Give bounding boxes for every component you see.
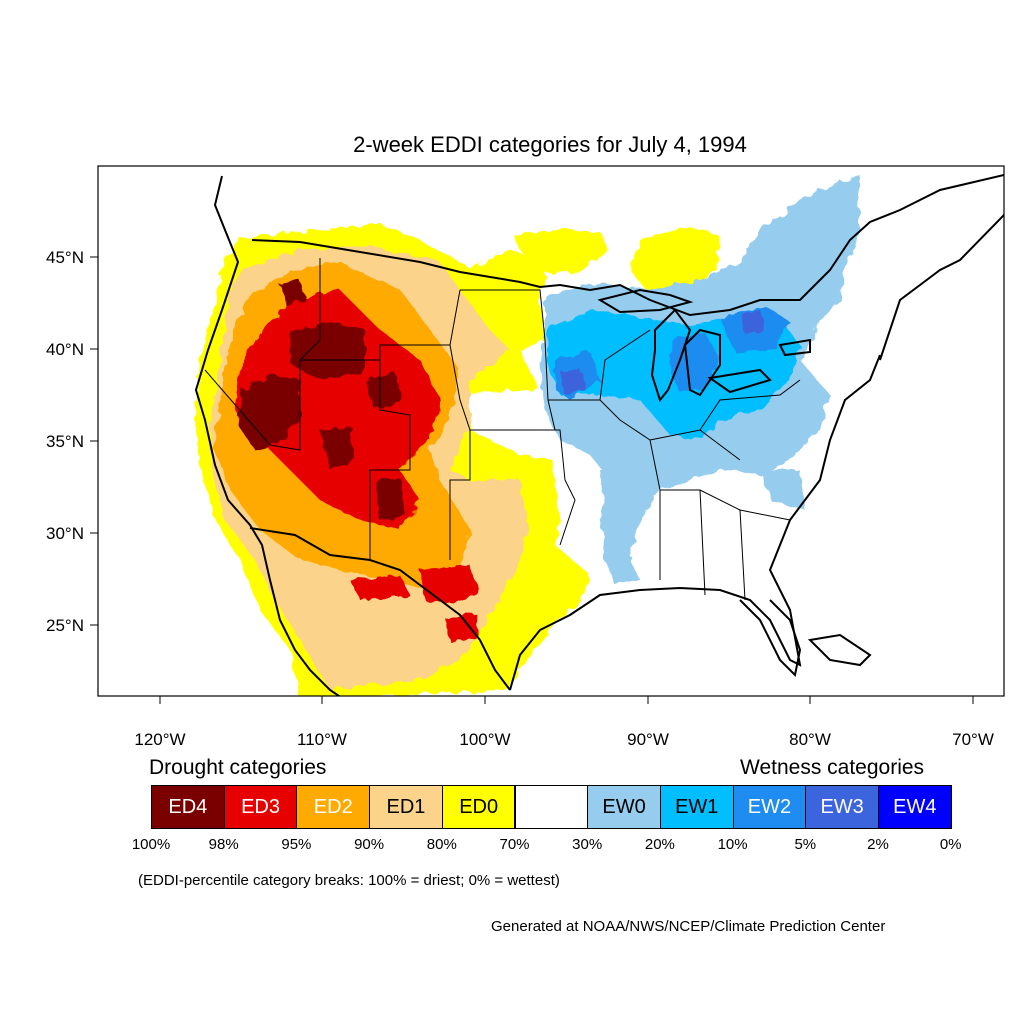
ed4-region-colorado <box>365 372 402 410</box>
lon-labels: 120°W 110°W 100°W 90°W 80°W 70°W <box>134 730 993 749</box>
legend-box-neutral <box>514 785 589 829</box>
lat-label: 30°N <box>46 524 84 543</box>
lat-label: 40°N <box>46 340 84 359</box>
lon-label: 100°W <box>459 730 510 749</box>
legend-break-label: 95% <box>281 836 312 853</box>
legend-break-label: 90% <box>354 836 385 853</box>
ed4-region-idaho <box>290 322 365 380</box>
lon-label: 120°W <box>134 730 185 749</box>
category-note: (EDDI-percentile category breaks: 100% =… <box>138 872 560 889</box>
legend-box-ed2: ED2 <box>296 785 371 829</box>
map-title: 2-week EDDI categories for July 4, 1994 <box>353 132 747 157</box>
legend-break-label: 10% <box>717 836 748 853</box>
drought-heading: Drought categories <box>149 756 327 779</box>
credit-line: Generated at NOAA/NWS/NCEP/Climate Predi… <box>491 918 886 935</box>
legend-break-label: 5% <box>794 836 817 853</box>
legend-break-label: 0% <box>939 836 962 853</box>
legend-box-ed3: ED3 <box>223 785 298 829</box>
wetness-heading: Wetness categories <box>740 756 925 779</box>
legend-box-ed0: ED0 <box>441 785 516 829</box>
lon-label: 70°W <box>952 730 994 749</box>
legend-break-label: 80% <box>426 836 457 853</box>
ed3-region-texas <box>420 565 480 605</box>
ew3-region <box>560 368 585 395</box>
lon-label: 110°W <box>297 730 347 749</box>
legend-box-ed1: ED1 <box>369 785 443 829</box>
ed3-region-mexico <box>350 575 410 600</box>
ed0-region-north <box>515 228 610 275</box>
ew2-region-michigan <box>668 332 720 392</box>
ew3-region-ontario <box>740 310 765 334</box>
ed0-region-ontario <box>630 226 720 295</box>
lat-labels: 45°N 40°N 35°N 30°N 25°N <box>46 248 84 635</box>
ed3-region-south <box>445 612 480 642</box>
legend-break-label: 98% <box>208 836 239 853</box>
legend-break-label: 100% <box>131 836 171 853</box>
axis-ticks <box>90 256 974 704</box>
lat-label: 45°N <box>46 248 84 267</box>
lon-label: 90°W <box>627 730 669 749</box>
legend-box-ew3: EW3 <box>805 785 879 829</box>
legend-break-label: 30% <box>572 836 603 853</box>
map-field <box>194 174 1004 696</box>
lat-label: 35°N <box>46 432 84 451</box>
legend-break-label: 70% <box>499 836 530 853</box>
ew0-region-gulf <box>600 470 640 540</box>
ed4-region-nm <box>375 478 405 520</box>
legend-box-ew0: EW0 <box>587 785 661 829</box>
ed4-region-great-basin <box>238 375 300 450</box>
ed4-region-arizona <box>320 425 355 470</box>
legend-box-ew2: EW2 <box>732 785 807 829</box>
map-frame <box>97 165 1005 697</box>
legend-box-ew4: EW4 <box>878 785 952 829</box>
ed4-region-bc <box>280 280 305 305</box>
legend-box-ew1: EW1 <box>659 785 734 829</box>
legend-box-ed4: ED4 <box>151 785 225 829</box>
ew0-region-carolina <box>760 470 805 510</box>
lat-label: 25°N <box>46 616 84 635</box>
lon-label: 80°W <box>789 730 831 749</box>
legend-break-label: 20% <box>644 836 675 853</box>
legend-break-label: 2% <box>867 836 889 853</box>
boundaries <box>194 174 1004 696</box>
